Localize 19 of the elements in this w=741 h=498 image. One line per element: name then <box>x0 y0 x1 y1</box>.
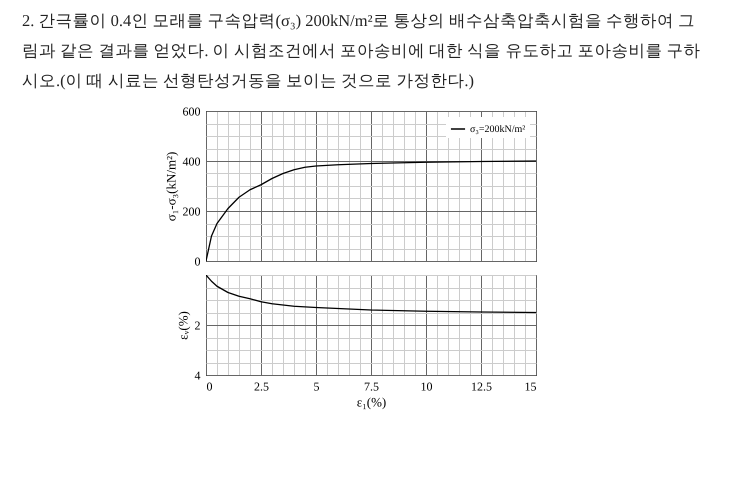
x-axis-title: ε₁(%) <box>356 394 386 410</box>
legend-label: σ₃=200kN/m² <box>470 124 526 135</box>
y-tick-label: 0 <box>194 254 200 268</box>
x-tick-label: 12.5 <box>471 380 492 394</box>
y-tick-label: 2 <box>194 318 200 332</box>
y-tick-label: 4 <box>194 368 200 382</box>
y-axis-title: εᵥ(%) <box>176 311 190 340</box>
line-series <box>206 275 536 314</box>
y-tick-label: 600 <box>182 104 200 118</box>
x-tick-label: 0 <box>206 380 212 394</box>
x-tick-label: 15 <box>524 380 536 394</box>
x-tick-label: 5 <box>314 380 320 394</box>
x-tick-label: 2.5 <box>254 380 269 394</box>
y-tick-label: 200 <box>182 204 200 218</box>
chart-title: 2. 간극률이 0.4인 모래를 구속압력(σ₃) 200kN/m²로 통상의 배수삼축압축시험을 수행하여 그림과 같은 결과를 얻었다. 이 시험조건에서 포아송비에 대한 식을 유도하고 포아송비를 구하시오.(이 때 시료는 선형탄성거동을 보이는 것으로 가정한다.) <box>21 10 702 92</box>
x-tick-label: 7.5 <box>364 380 379 394</box>
y-tick-label: 400 <box>182 154 200 168</box>
y-axis-title: σ₁-σ₃(kN/m²) <box>164 152 178 222</box>
x-tick-label: 10 <box>420 380 432 394</box>
